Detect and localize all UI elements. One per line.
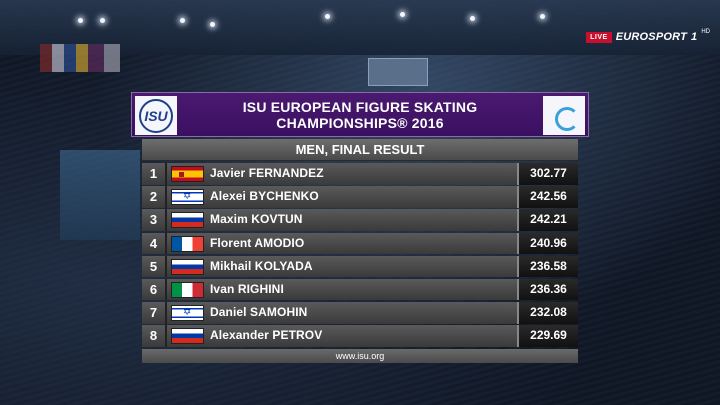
- rank: 5: [142, 255, 167, 278]
- arena-light: [78, 18, 83, 23]
- broadcaster-bug: LIVE EUROSPORT 1 HD: [586, 28, 710, 46]
- total-score: 242.56: [517, 186, 578, 208]
- skater-name: Javier FERNANDEZ: [210, 166, 324, 180]
- championship-logo: [543, 96, 585, 135]
- result-row: 7 Daniel SAMOHIN 232.08: [142, 302, 578, 324]
- result-row: 1 Javier FERNANDEZ 302.77: [142, 163, 578, 185]
- flag-italy-icon: [171, 281, 204, 298]
- channel-number: 1: [691, 31, 698, 43]
- flag-israel-icon: [171, 305, 204, 322]
- total-score: 232.08: [517, 302, 578, 324]
- total-score: 242.21: [517, 209, 578, 231]
- result-row: 6 Ivan RIGHINI 236.36: [142, 278, 578, 301]
- total-score: 302.77: [517, 163, 578, 185]
- total-score: 240.96: [517, 232, 578, 255]
- result-row: 4 Florent AMODIO 240.96: [142, 232, 578, 255]
- result-row: 5 Mikhail KOLYADA 236.58: [142, 255, 578, 278]
- skater-name: Daniel SAMOHIN: [210, 305, 308, 320]
- event-title-line2: CHAMPIONSHIPS® 2016: [276, 115, 444, 131]
- eurosport-logo: EUROSPORT: [615, 31, 687, 43]
- skater-name: Mikhail KOLYADA: [210, 258, 313, 273]
- ice-rink: [60, 150, 140, 240]
- live-badge: LIVE: [586, 31, 612, 43]
- arena-light: [400, 12, 405, 17]
- result-row: 3 Maxim KOVTUN 242.21: [142, 209, 578, 231]
- hd-badge: HD: [701, 29, 710, 35]
- result-row: 8 Alexander PETROV 229.69: [142, 325, 578, 347]
- rank: 7: [142, 302, 167, 324]
- rank: 8: [142, 325, 167, 347]
- flag-russia-icon: [171, 212, 204, 229]
- isu-logo: ISU: [135, 96, 177, 135]
- rank: 3: [142, 209, 167, 231]
- arena-roof: [0, 0, 720, 55]
- event-title: ISU EUROPEAN FIGURE SKATING CHAMPIONSHIP…: [180, 99, 540, 131]
- skater-name: Ivan RIGHINI: [210, 281, 284, 296]
- arena-light: [210, 22, 215, 27]
- isu-logo-mark: ISU: [139, 98, 173, 133]
- rank: 1: [142, 163, 167, 185]
- results-panel: ISU ISU EUROPEAN FIGURE SKATING CHAMPION…: [131, 92, 589, 363]
- skater-name: Alexei BYCHENKO: [210, 189, 319, 204]
- total-score: 229.69: [517, 325, 578, 347]
- arena-light: [180, 18, 185, 23]
- footer-url: www.isu.org: [142, 348, 578, 363]
- arena-light: [100, 18, 105, 23]
- flag-russia-icon: [171, 258, 204, 275]
- result-row: 2 Alexei BYCHENKO 242.56: [142, 186, 578, 208]
- arena-light: [540, 14, 545, 19]
- total-score: 236.58: [517, 255, 578, 278]
- rank: 2: [142, 186, 167, 208]
- arena-light: [325, 14, 330, 19]
- arena-light: [470, 16, 475, 21]
- flag-israel-icon: [171, 189, 204, 206]
- event-title-line1: ISU EUROPEAN FIGURE SKATING: [242, 99, 478, 115]
- flag-spain-icon: [171, 166, 204, 182]
- results-list: 1 Javier FERNANDEZ 302.77 2 Alexei BYCHE…: [142, 163, 578, 347]
- flag-russia-icon: [171, 328, 204, 345]
- flag-france-icon: [171, 235, 204, 252]
- rank: 4: [142, 232, 167, 255]
- skater-name: Maxim KOVTUN: [210, 212, 303, 227]
- rank: 6: [142, 278, 167, 301]
- hanging-flags: [40, 44, 120, 72]
- skater-name: Alexander PETROV: [210, 328, 323, 343]
- result-category: MEN, FINAL RESULT: [142, 139, 578, 161]
- arena-scoreboard: [368, 58, 428, 86]
- total-score: 236.36: [517, 278, 578, 301]
- championship-logo-icon: [551, 101, 579, 131]
- skater-name: Florent AMODIO: [210, 235, 305, 250]
- event-header: ISU ISU EUROPEAN FIGURE SKATING CHAMPION…: [131, 92, 589, 137]
